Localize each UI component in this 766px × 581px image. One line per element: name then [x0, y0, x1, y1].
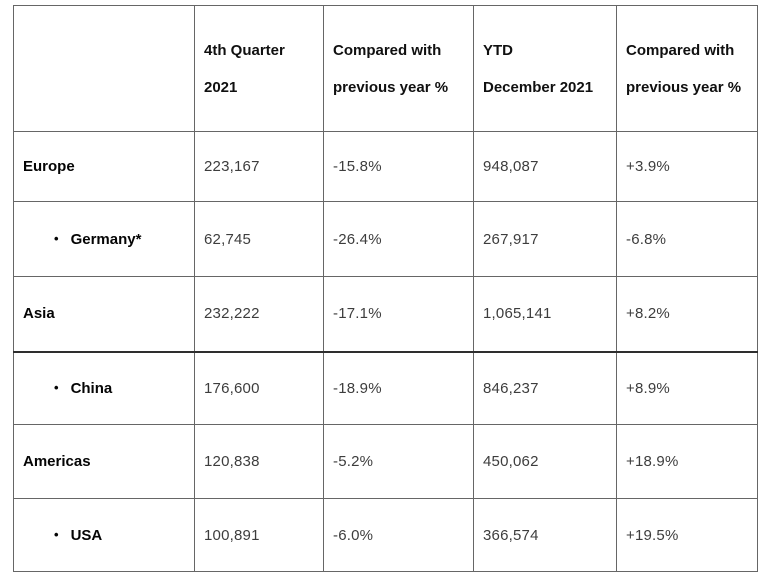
bullet-icon: • [54, 379, 59, 395]
value-cell: 223,167 [194, 131, 324, 202]
table-row-germany: • Germany* 62,745 -26.4% 267,917 -6.8% [13, 201, 758, 277]
header-line: Compared with [626, 41, 735, 59]
value-cell: -6.0% [323, 498, 474, 572]
country-label: Germany* [70, 230, 142, 248]
value-cell: 62,745 [194, 201, 324, 277]
header-ytd-december-2021: YTD December 2021 [473, 5, 617, 132]
value-cell: 450,062 [473, 424, 617, 499]
header-row: 4th Quarter 2021 Compared with previous … [13, 5, 758, 132]
value-cell: -17.1% [323, 276, 474, 352]
table-row-usa: • USA 100,891 -6.0% 366,574 +19.5% [13, 498, 758, 572]
value-cell: 948,087 [473, 131, 617, 202]
header-q4-vs-prev-year: Compared with previous year % [323, 5, 474, 132]
table-row-europe: Europe 223,167 -15.8% 948,087 +3.9% [13, 131, 758, 202]
row-label: Asia [13, 276, 195, 352]
header-line: previous year % [626, 78, 742, 96]
corner-cell [13, 5, 195, 132]
value-cell: +19.5% [616, 498, 758, 572]
header-q4-2021: 4th Quarter 2021 [194, 5, 324, 132]
value-cell: 120,838 [194, 424, 324, 499]
value-cell: -15.8% [323, 131, 474, 202]
deliveries-table: 4th Quarter 2021 Compared with previous … [13, 5, 758, 572]
bullet-icon: • [54, 230, 59, 246]
row-label: Europe [13, 131, 195, 202]
bullet-icon: • [54, 526, 59, 542]
header-line: 4th Quarter [204, 41, 285, 59]
value-cell: 846,237 [473, 350, 617, 425]
value-cell: +3.9% [616, 131, 758, 202]
row-label: Americas [13, 424, 195, 499]
header-line: December 2021 [483, 78, 594, 96]
table-row-asia: Asia 232,222 -17.1% 1,065,141 +8.2% [13, 276, 758, 352]
header-ytd-vs-prev-year: Compared with previous year % [616, 5, 758, 132]
country-label: China [70, 379, 113, 397]
value-cell: -5.2% [323, 424, 474, 499]
header-line: Compared with [333, 41, 442, 59]
value-cell: 366,574 [473, 498, 617, 572]
row-label: • USA [13, 498, 195, 572]
header-line: YTD [483, 41, 513, 59]
value-cell: +8.9% [616, 350, 758, 425]
region-label: Europe [23, 158, 75, 175]
value-cell: -6.8% [616, 201, 758, 277]
row-label: • Germany* [13, 201, 195, 277]
table-row-americas: Americas 120,838 -5.2% 450,062 +18.9% [13, 424, 758, 499]
value-cell: +8.2% [616, 276, 758, 352]
value-cell: +18.9% [616, 424, 758, 499]
value-cell: 267,917 [473, 201, 617, 277]
value-cell: -18.9% [323, 350, 474, 425]
value-cell: 100,891 [194, 498, 324, 572]
value-cell: 176,600 [194, 350, 324, 425]
country-label: USA [70, 526, 103, 544]
header-line: previous year % [333, 78, 449, 96]
value-cell: 1,065,141 [473, 276, 617, 352]
value-cell: 232,222 [194, 276, 324, 352]
header-line: 2021 [204, 78, 238, 96]
value-cell: -26.4% [323, 201, 474, 277]
region-label: Asia [23, 305, 55, 323]
region-label: Americas [23, 453, 91, 470]
row-label: • China [13, 350, 195, 425]
table-row-china: • China 176,600 -18.9% 846,237 +8.9% [13, 350, 758, 425]
